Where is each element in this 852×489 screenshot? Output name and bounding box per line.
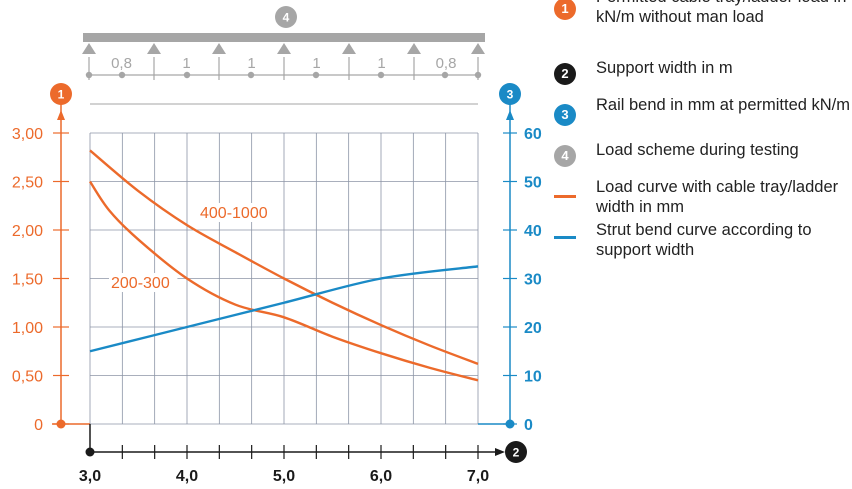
span-label: 1: [247, 55, 255, 72]
x-axis-tick-label: 6,0: [370, 468, 392, 485]
right-axis-badge-label: 3: [507, 88, 514, 102]
right-axis-tick-label: 40: [524, 223, 542, 240]
load-scheme-badge-icon: [275, 6, 297, 28]
right-axis-tick-label: 10: [524, 369, 542, 386]
right-axis-tick-label: 20: [524, 320, 542, 337]
badge-2-icon: 2: [554, 63, 576, 85]
x-axis-badge-label: 2: [513, 446, 520, 460]
right-axis-arrow-icon: [506, 110, 514, 120]
left-axis-tick-label: 2,50: [12, 175, 43, 192]
left-axis-tick-label: 3,00: [12, 126, 43, 143]
curve-label-400-1000: 400-1000: [200, 205, 268, 222]
legend-text-2: Support width in m: [596, 59, 733, 77]
dimension-dot: [377, 71, 385, 79]
chart-svg: 100,501,001,502,002,503,0030102030405060…: [12, 6, 542, 485]
curve-strut-bend: [89, 265, 479, 353]
x-axis-arrow-icon: [495, 448, 505, 456]
right-axis-badge-icon: [499, 83, 521, 105]
support-triangle-icon: [212, 43, 226, 54]
left-axis-tick-label: 2,00: [12, 223, 43, 240]
legend-text-load-curve: Load curve with cable tray/ladder width …: [596, 178, 839, 216]
left-axis-tick-label: 1,00: [12, 320, 43, 337]
support-triangle-icon: [471, 43, 485, 54]
right-axis-tick-label: 30: [524, 272, 542, 289]
dimension-dot: [85, 71, 93, 79]
orange-line-swatch-icon: [554, 195, 576, 198]
left-axis-arrow-icon: [57, 110, 65, 120]
curve-label-400-1000-bg: [198, 203, 276, 222]
dimension-dot: [247, 71, 255, 79]
dimension-dot: [441, 71, 449, 79]
load-bar: [83, 33, 485, 42]
x-axis-origin-dot: [85, 447, 95, 457]
support-triangle-icon: [82, 43, 96, 54]
x-axis-tick-label: 7,0: [467, 468, 489, 485]
span-label: 0,8: [111, 55, 132, 72]
blue-line-swatch-icon: [554, 236, 576, 239]
legend-text-4: Load scheme during testing: [596, 141, 799, 159]
span-label: 1: [377, 55, 385, 72]
load-scheme-badge-label: 4: [283, 11, 290, 25]
support-triangle-icon: [407, 43, 421, 54]
curve-label-200-300-bg: [109, 273, 178, 292]
curve-400-1000: [89, 149, 479, 365]
legend-text-1: Permitted cable tray/ladder load in kN/m…: [596, 0, 846, 26]
left-axis-badge-label: 1: [58, 88, 65, 102]
support-triangle-icon: [147, 43, 161, 54]
legend-text-bend-curve: Strut bend curve according to support wi…: [596, 221, 812, 259]
support-triangle-icon: [342, 43, 356, 54]
x-axis-tick-label: 3,0: [79, 468, 101, 485]
span-label: 0,8: [436, 55, 457, 72]
curve-200-300: [88, 180, 479, 382]
dimension-dot: [474, 71, 482, 79]
support-triangle-icon: [277, 43, 291, 54]
badge-3-icon: 3: [554, 104, 576, 126]
right-axis-tick-label: 0: [524, 417, 533, 434]
dimension-dot: [312, 71, 320, 79]
span-label: 1: [312, 55, 320, 72]
left-axis-badge-icon: [50, 83, 72, 105]
left-axis-tick-label: 0: [34, 417, 43, 434]
legend-text-3: Rail bend in mm at permitted kN/m: [596, 96, 851, 114]
x-axis-tick-label: 5,0: [273, 468, 295, 485]
right-axis-tick-label: 60: [524, 126, 542, 143]
dimension-dot: [183, 71, 191, 79]
curve-label-200-300: 200-300: [111, 275, 170, 292]
right-axis-tick-label: 50: [524, 175, 542, 192]
badge-1-icon: 1: [554, 0, 576, 20]
badge-4-icon: 4: [554, 145, 576, 167]
x-axis-tick-label: 4,0: [176, 468, 198, 485]
x-axis-badge-icon: [505, 441, 527, 463]
left-axis-tick-label: 1,50: [12, 272, 43, 289]
left-axis-tick-label: 0,50: [12, 369, 43, 386]
dimension-dot: [118, 71, 126, 79]
span-label: 1: [182, 55, 190, 72]
